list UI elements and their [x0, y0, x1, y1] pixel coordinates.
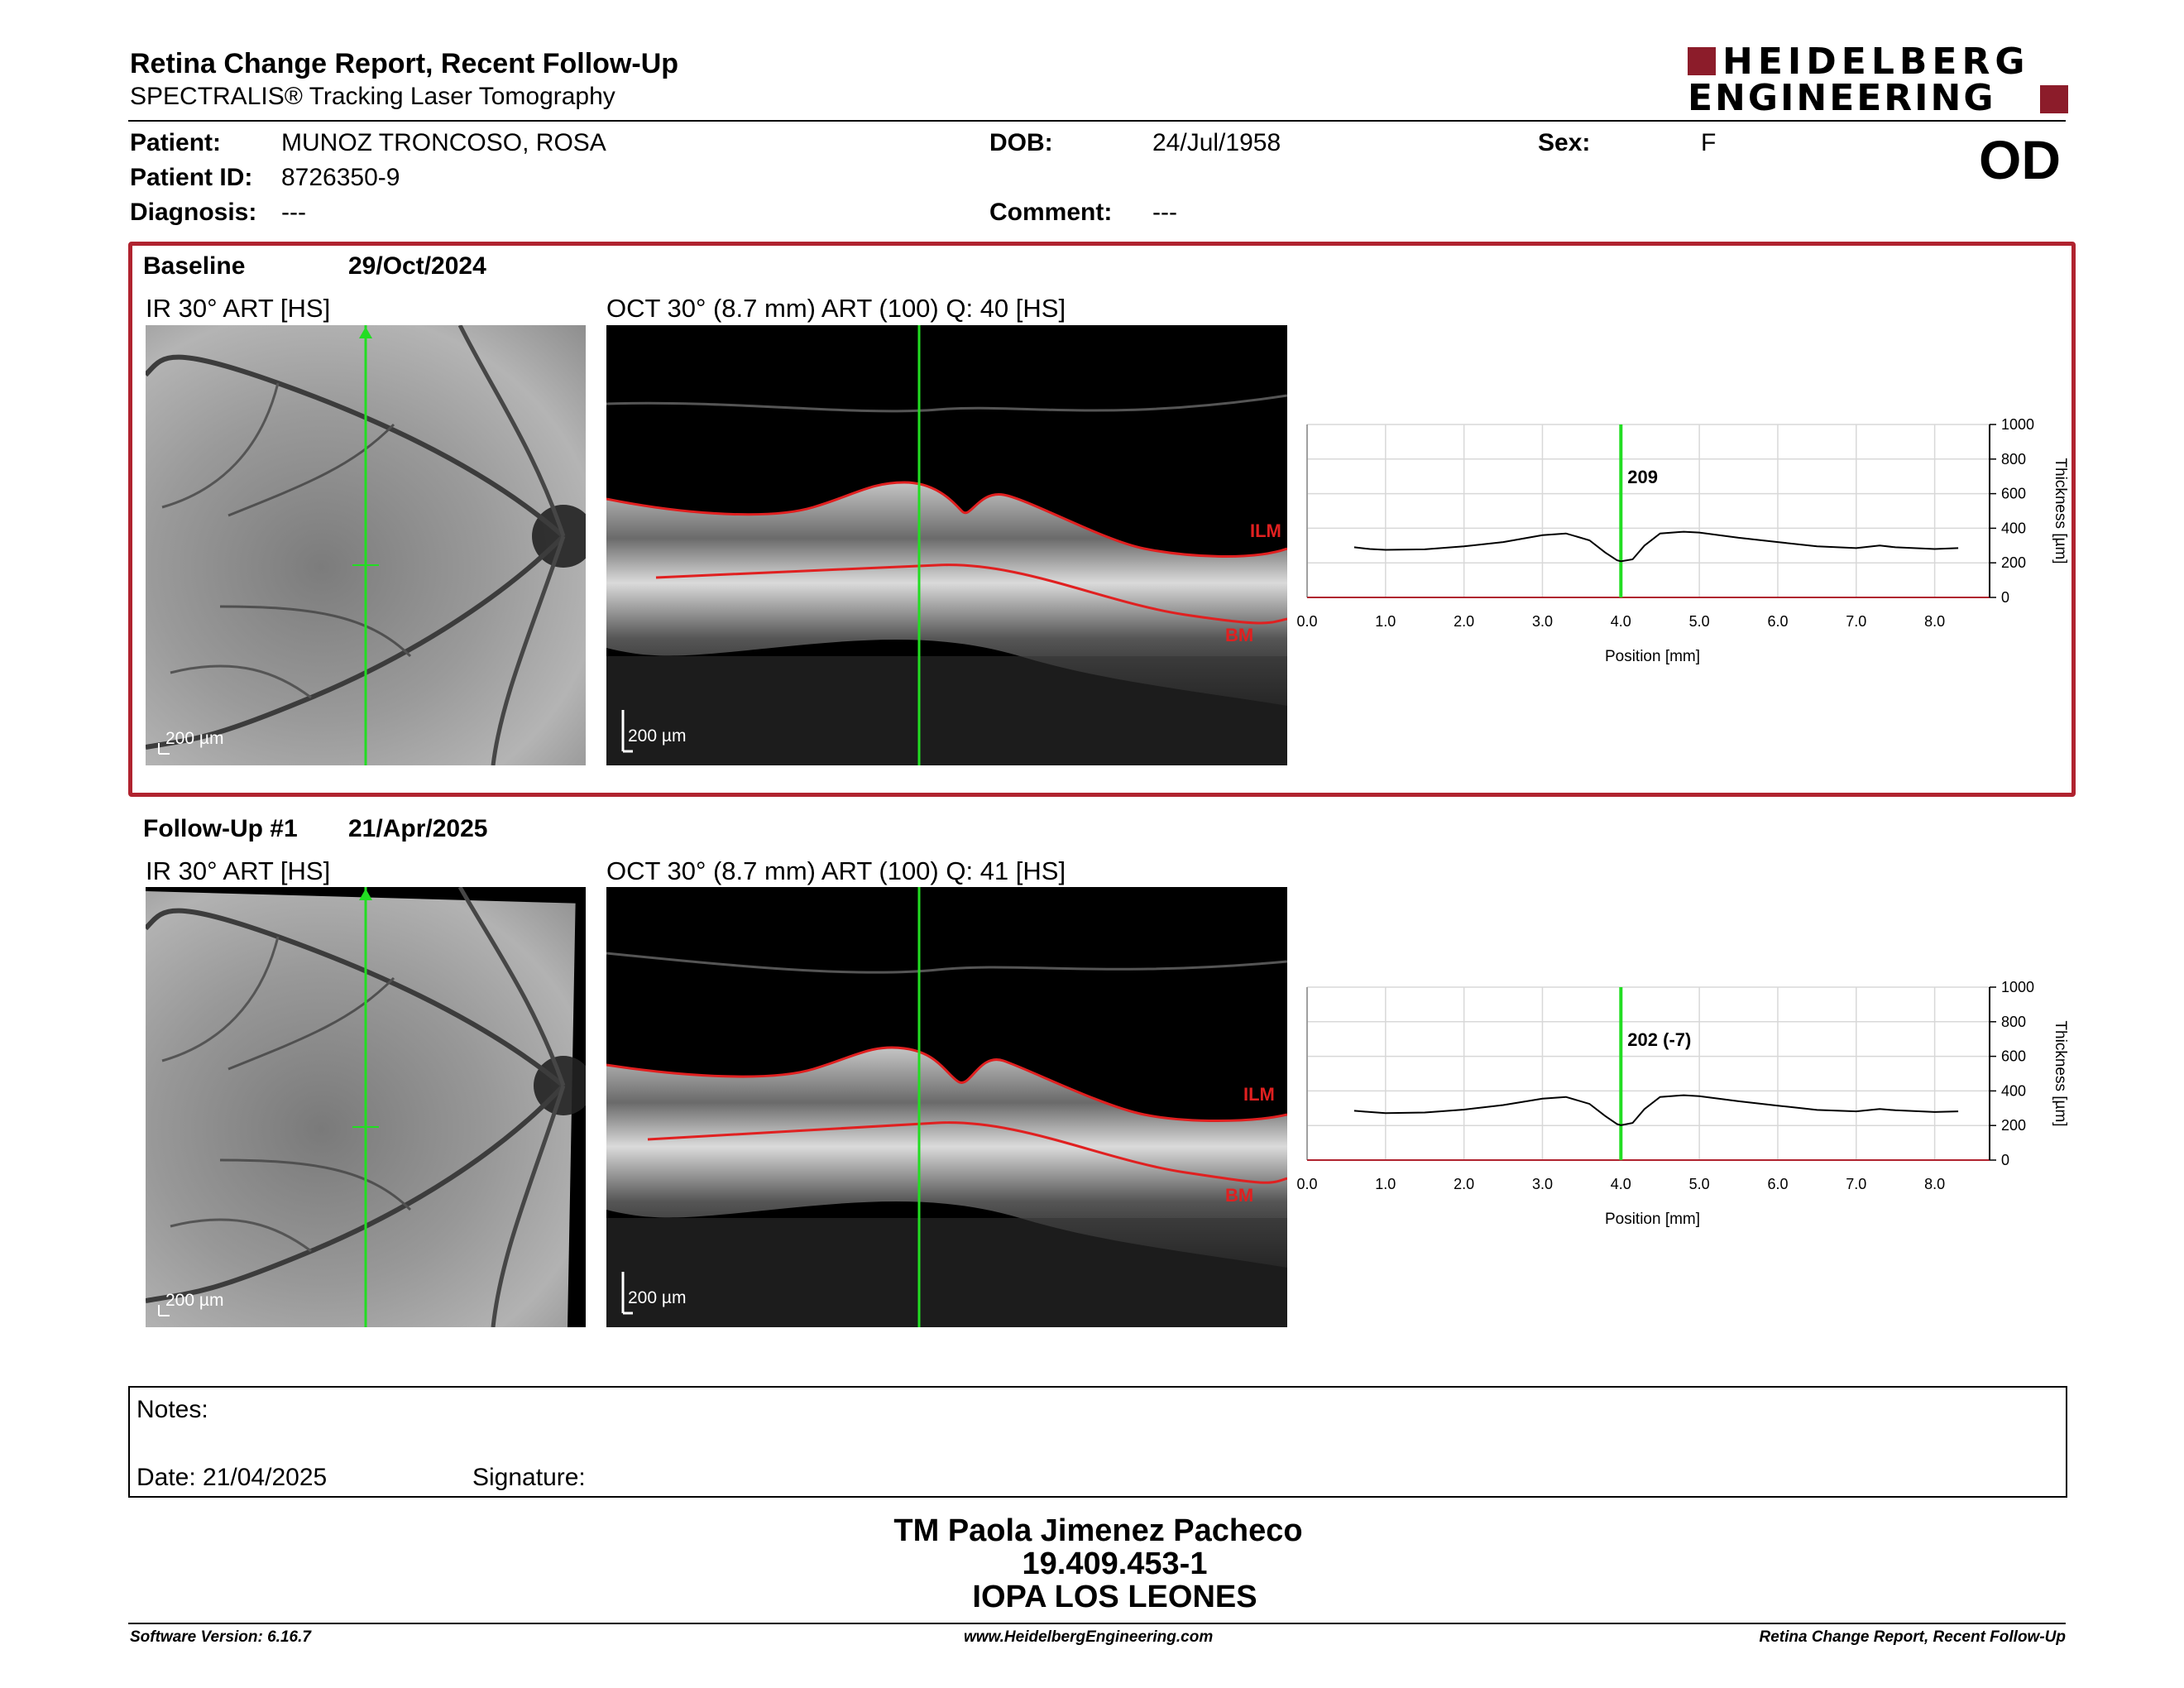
chart-y-tick-label: 1000: [2001, 416, 2034, 433]
chart-y-tick-label: 400: [2001, 520, 2026, 536]
baseline-date: 29/Oct/2024: [348, 252, 486, 280]
chart-y-axis-label: Thickness [µm]: [2052, 458, 2069, 563]
chart-y-tick-label: 800: [2001, 1014, 2026, 1030]
header-divider: [128, 120, 2066, 122]
sex-label: Sex:: [1538, 129, 1591, 156]
footer-software-version: Software Version: 6.16.7: [130, 1628, 311, 1646]
chart-x-tick-label: 2.0: [1454, 613, 1474, 630]
baseline-ilm-label: ILM: [1250, 520, 1281, 541]
chart-thickness-series: [1353, 1094, 1959, 1126]
chart-y-tick-label: 200: [2001, 1117, 2026, 1134]
chart-y-tick-label: 0: [2001, 1152, 2009, 1168]
baseline-section-box: [128, 242, 2076, 797]
patient-id-label: Patient ID:: [130, 164, 253, 191]
chart-x-tick-label: 7.0: [1846, 1176, 1866, 1192]
chart-x-tick-label: 4.0: [1611, 613, 1631, 630]
baseline-thickness-chart: 0.0 1.0 2.0 3.0 4.0 5.0 6.0 7.0 8.0 0 200 400 600 800…: [1296, 416, 2069, 665]
followup-ir-image[interactable]: 200 µm: [146, 887, 586, 1327]
followup-oct-scale: 200 µm: [628, 1288, 687, 1307]
followup-oct-label: OCT 30° (8.7 mm) ART (100) Q: 41 [HS]: [606, 856, 1066, 885]
followup-ilm-label: ILM: [1243, 1084, 1275, 1105]
baseline-oct-label: OCT 30° (8.7 mm) ART (100) Q: 40 [HS]: [606, 294, 1066, 323]
chart-x-tick-label: 5.0: [1689, 1176, 1710, 1192]
followup-ir-scale: 200 µm: [165, 1291, 224, 1310]
signer-name: TM Paola Jimenez Pacheco: [893, 1513, 1303, 1548]
logo-square-right: [2040, 85, 2068, 113]
chart-x-tick-label: 5.0: [1689, 613, 1710, 630]
chart-y-tick-label: 800: [2001, 451, 2026, 468]
followup-oct-bscan: [606, 887, 1287, 1327]
chart-x-axis-label: Position [mm]: [1605, 1211, 1700, 1228]
comment-value: ---: [1152, 199, 1177, 226]
notes-label: Notes:: [136, 1396, 208, 1423]
chart-x-tick-label: 0.0: [1296, 613, 1317, 630]
sex-value: F: [1701, 129, 1717, 156]
chart-x-tick-label: 6.0: [1767, 1176, 1788, 1192]
report-subtitle: SPECTRALIS® Tracking Laser Tomography: [130, 83, 615, 110]
diagnosis-value: ---: [281, 199, 306, 226]
followup-oct-image[interactable]: ILM BM 200 µm: [606, 887, 1287, 1327]
baseline-oct-image[interactable]: ILM BM 200 µm: [606, 325, 1287, 765]
followup-ir-label: IR 30° ART [HS]: [146, 856, 331, 885]
baseline-fundus-vessels: [146, 325, 586, 765]
patient-label: Patient:: [130, 129, 222, 156]
chart-x-tick-label: 6.0: [1767, 613, 1788, 630]
chart-thickness-series: [1353, 530, 1959, 563]
chart-y-tick-label: 600: [2001, 1048, 2026, 1065]
notes-box: Notes: Date: 21/04/2025 Signature:: [128, 1386, 2067, 1498]
chart-y-tick-label: 1000: [2001, 979, 2034, 995]
baseline-ir-label: IR 30° ART [HS]: [146, 294, 331, 323]
chart-x-tick-label: 2.0: [1454, 1176, 1474, 1192]
patient-id-value: 8726350-9: [281, 164, 400, 191]
chart-center-value-label: 209: [1627, 467, 1658, 487]
followup-bm-label: BM: [1225, 1185, 1254, 1206]
notes-date: Date: 21/04/2025: [136, 1464, 328, 1491]
dob-label: DOB:: [989, 129, 1053, 156]
footer-report-name: Retina Change Report, Recent Follow-Up: [1759, 1628, 2066, 1646]
followup-fundus-vessels: [146, 887, 586, 1327]
chart-x-tick-label: 4.0: [1611, 1176, 1631, 1192]
chart-x-tick-label: 8.0: [1924, 1176, 1945, 1192]
signer-institution: IOPA LOS LEONES: [972, 1580, 1257, 1614]
logo-line1: HEIDELBERG: [1722, 41, 2030, 83]
baseline-ir-scale: 200 µm: [165, 729, 224, 748]
chart-y-tick-label: 0: [2001, 589, 2009, 606]
notes-signature: Signature:: [472, 1464, 586, 1491]
baseline-oct-bscan: [606, 325, 1287, 765]
logo-square-left: [1688, 47, 1716, 75]
followup-date: 21/Apr/2025: [348, 815, 488, 842]
chart-y-axis-label: Thickness [µm]: [2052, 1020, 2069, 1126]
chart-center-value-label: 202 (-7): [1627, 1029, 1691, 1050]
baseline-ir-image[interactable]: 200 µm: [146, 325, 586, 765]
dob-value: 24/Jul/1958: [1152, 129, 1281, 156]
chart-x-tick-label: 1.0: [1375, 1176, 1396, 1192]
diagnosis-label: Diagnosis:: [130, 199, 257, 226]
footer-website[interactable]: www.HeidelbergEngineering.com: [964, 1628, 1214, 1646]
signer-rut: 19.409.453-1: [1022, 1547, 1208, 1581]
baseline-oct-scale: 200 µm: [628, 727, 687, 746]
chart-x-tick-label: 3.0: [1532, 1176, 1553, 1192]
heidelberg-logo: HEIDELBERG ENGINEERING: [1688, 41, 2068, 119]
footer-divider: [128, 1623, 2066, 1624]
patient-value: MUNOZ TRONCOSO, ROSA: [281, 129, 606, 156]
report-title: Retina Change Report, Recent Follow-Up: [130, 48, 679, 79]
chart-x-tick-label: 3.0: [1532, 613, 1553, 630]
chart-y-tick-label: 600: [2001, 486, 2026, 502]
followup-title: Follow-Up #1: [143, 815, 298, 842]
chart-y-tick-label: 400: [2001, 1082, 2026, 1099]
comment-label: Comment:: [989, 199, 1113, 226]
baseline-bm-label: BM: [1225, 625, 1254, 645]
chart-y-tick-label: 200: [2001, 554, 2026, 571]
chart-x-tick-label: 1.0: [1375, 613, 1396, 630]
eye-indicator: OD: [1979, 129, 2061, 190]
chart-x-tick-label: 8.0: [1924, 613, 1945, 630]
chart-x-tick-label: 7.0: [1846, 613, 1866, 630]
baseline-title: Baseline: [143, 252, 246, 280]
logo-line2: ENGINEERING: [1688, 77, 1996, 119]
chart-x-tick-label: 0.0: [1296, 1176, 1317, 1192]
chart-x-axis-label: Position [mm]: [1605, 648, 1700, 665]
followup-thickness-chart: 0.0 1.0 2.0 3.0 4.0 5.0 6.0 7.0 8.0 0 200 400 600 800…: [1296, 979, 2069, 1228]
